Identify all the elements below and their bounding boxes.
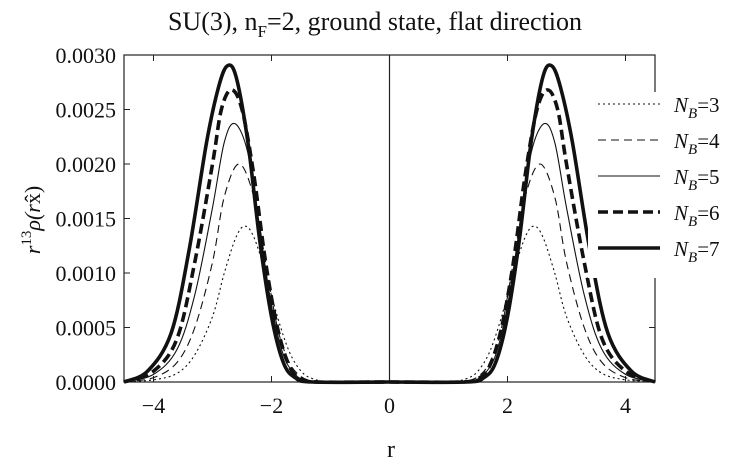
y-tick-label: 0.0010 (56, 261, 117, 286)
x-tick-label: 2 (502, 393, 513, 418)
y-tick-label: 0.0030 (56, 43, 117, 68)
legend-label: NB=6 (673, 201, 720, 230)
chart-title: SU(3), nF=2, ground state, flat directio… (168, 7, 582, 41)
x-tick-label: −4 (142, 393, 165, 418)
y-tick-label: 0.0015 (56, 207, 117, 232)
y-tick-label: 0.0000 (56, 370, 117, 395)
legend-label: NB=5 (673, 165, 720, 194)
axis-ticks: −4 −2 0 2 4 0.0000 0.0005 0.0010 0.0015 0.0020 0.0… (56, 43, 655, 418)
x-tick-label: 0 (384, 393, 395, 418)
legend-label: NB=3 (673, 93, 720, 122)
series-line-nb4 (123, 163, 656, 383)
legend-background (588, 92, 750, 278)
x-tick-label: −2 (260, 393, 283, 418)
x-tick-label: 4 (620, 393, 631, 418)
series-line-nb6 (123, 88, 656, 385)
series-line-nb7 (123, 63, 656, 385)
x-axis-label: r (387, 437, 395, 463)
y-tick-label: 0.0025 (56, 98, 117, 123)
legend-label: NB=7 (673, 237, 720, 266)
y-tick-label: 0.0020 (56, 152, 117, 177)
legend: NB=3 NB=4 NB=5 NB=6 NB=7 (588, 92, 750, 278)
legend-label: NB=4 (673, 129, 720, 158)
series-lines (123, 63, 656, 385)
y-axis-label: r13ρ(rx̂) (19, 186, 45, 254)
y-tick-label: 0.0005 (56, 316, 117, 341)
